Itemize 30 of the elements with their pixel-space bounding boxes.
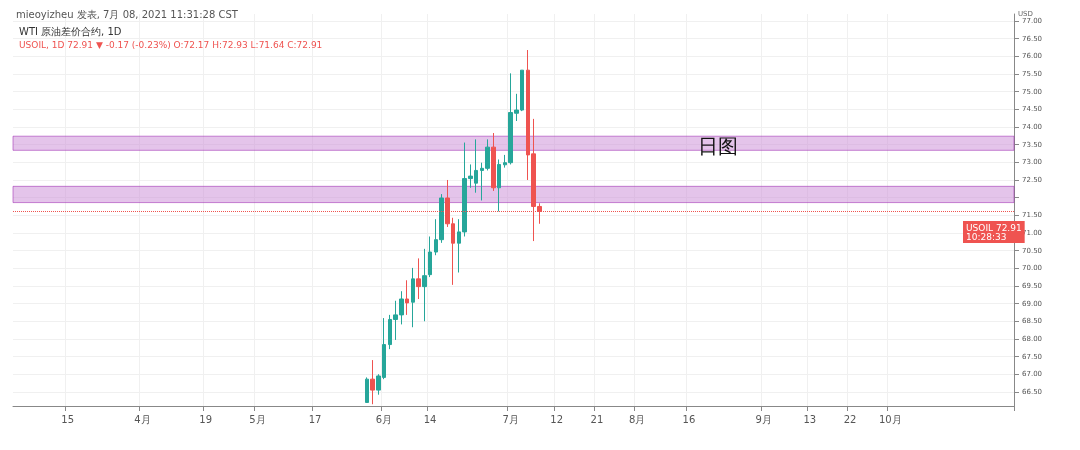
x-tick-label: 19 — [199, 413, 213, 425]
annotation: 日图 — [698, 134, 738, 158]
candlestick — [416, 257, 421, 300]
text: WTI 原油差价合约, 1D — [19, 25, 122, 37]
x-tick-label: 12 — [550, 413, 564, 425]
x-tick-label: 16 — [682, 413, 696, 425]
annotation: USOIL 72.91 10:28:33 — [966, 222, 1022, 242]
candlestick — [405, 279, 409, 316]
annotation: mieoyizheu 发表, 7月 08, 2021 11:31:28 CST — [16, 8, 239, 20]
text: USOIL, 1D 72.91 ▼ -0.17 (-0.23%) O:72.17 H:72.93 L:71.64 C:72.91 — [19, 39, 323, 50]
x-tick-label: 7月 — [502, 413, 519, 425]
x-tick-label: 4月 — [134, 413, 151, 425]
x-tick-label: 21 — [590, 413, 604, 425]
x-tick-label: 14 — [423, 413, 437, 425]
x-tick-label: 8月 — [629, 413, 646, 425]
candlestick — [411, 267, 415, 328]
x-tick-label: 10月 — [878, 413, 902, 425]
x-tick-label: 22 — [843, 413, 857, 425]
candlestick — [491, 132, 496, 192]
x-tick-label: 17 — [308, 413, 322, 425]
candlestick — [497, 159, 501, 212]
x-tick-label: 15 — [61, 413, 75, 425]
candlestick — [422, 248, 427, 322]
x-tick-label: 5月 — [249, 413, 266, 425]
candlestick — [370, 359, 375, 405]
x-tick-label: 13 — [803, 413, 817, 425]
x-tick-label: 6月 — [375, 413, 393, 425]
x-tick-label: 9月 — [755, 413, 772, 425]
candlestick — [365, 376, 369, 403]
candlestick — [428, 235, 432, 278]
